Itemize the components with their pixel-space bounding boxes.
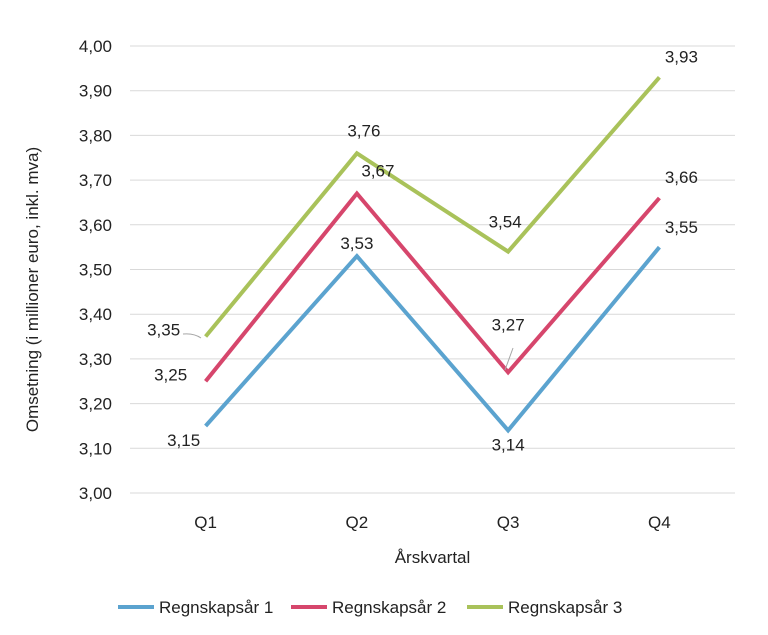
- data-label: 3,67: [361, 162, 394, 181]
- legend-item-1: Regnskapsår 1: [118, 598, 273, 617]
- y-tick-label: 3,30: [79, 350, 112, 369]
- y-tick-label: 3,80: [79, 126, 112, 145]
- y-tick-label: 3,40: [79, 305, 112, 324]
- y-tick-label: 3,20: [79, 395, 112, 414]
- x-axis-ticks: Q1 Q2 Q3 Q4: [194, 513, 670, 532]
- x-tick-label: Q2: [346, 513, 369, 532]
- data-label: 3,55: [665, 218, 698, 237]
- data-label: 3,15: [167, 431, 200, 450]
- y-tick-label: 3,90: [79, 82, 112, 101]
- y-tick-label: 3,00: [79, 484, 112, 503]
- series-lines: [204, 75, 661, 434]
- y-tick-label: 3,50: [79, 261, 112, 280]
- gridlines: [130, 45, 735, 494]
- label-leader-lines: [182, 333, 514, 371]
- x-axis-title: Årskvartal: [395, 548, 471, 567]
- y-tick-label: 3,10: [79, 439, 112, 458]
- y-tick-label: 4,00: [79, 37, 112, 56]
- x-tick-label: Q1: [194, 513, 217, 532]
- data-label: 3,76: [347, 121, 380, 140]
- data-label: 3,53: [340, 234, 373, 253]
- legend-item-2: Regnskapsår 2: [291, 598, 446, 617]
- x-tick-label: Q4: [648, 513, 671, 532]
- x-tick-label: Q3: [497, 513, 520, 532]
- data-label: 3,35: [147, 321, 180, 340]
- legend-label: Regnskapsår 1: [159, 598, 273, 617]
- data-label: 3,54: [489, 213, 522, 232]
- legend-label: Regnskapsår 3: [508, 598, 622, 617]
- y-tick-label: 3,60: [79, 216, 112, 235]
- y-axis-title: Omsetning (i millioner euro, inkl. mva): [23, 147, 42, 432]
- data-label: 3,14: [492, 435, 525, 454]
- data-labels: 3,15 3,53 3,14 3,55 3,25 3,67 3,27 3,66 3,35 3,76…: [147, 47, 698, 454]
- data-label: 3,66: [665, 168, 698, 187]
- leader-line: [182, 333, 202, 339]
- series-line-3: [204, 75, 661, 338]
- legend: Regnskapsår 1 Regnskapsår 2 Regnskapsår 3: [118, 598, 622, 617]
- series-line-1: [204, 245, 661, 434]
- legend-item-3: Regnskapsår 3: [467, 598, 622, 617]
- data-label: 3,25: [154, 365, 187, 384]
- data-label: 3,93: [665, 47, 698, 66]
- y-tick-label: 3,70: [79, 171, 112, 190]
- data-label: 3,27: [492, 315, 525, 334]
- y-axis-ticks: 3,00 3,10 3,20 3,30 3,40 3,50 3,60 3,70 3,80 3,90…: [79, 37, 112, 503]
- series-line-2: [204, 190, 661, 383]
- leader-line: [504, 347, 514, 371]
- legend-label: Regnskapsår 2: [332, 598, 446, 617]
